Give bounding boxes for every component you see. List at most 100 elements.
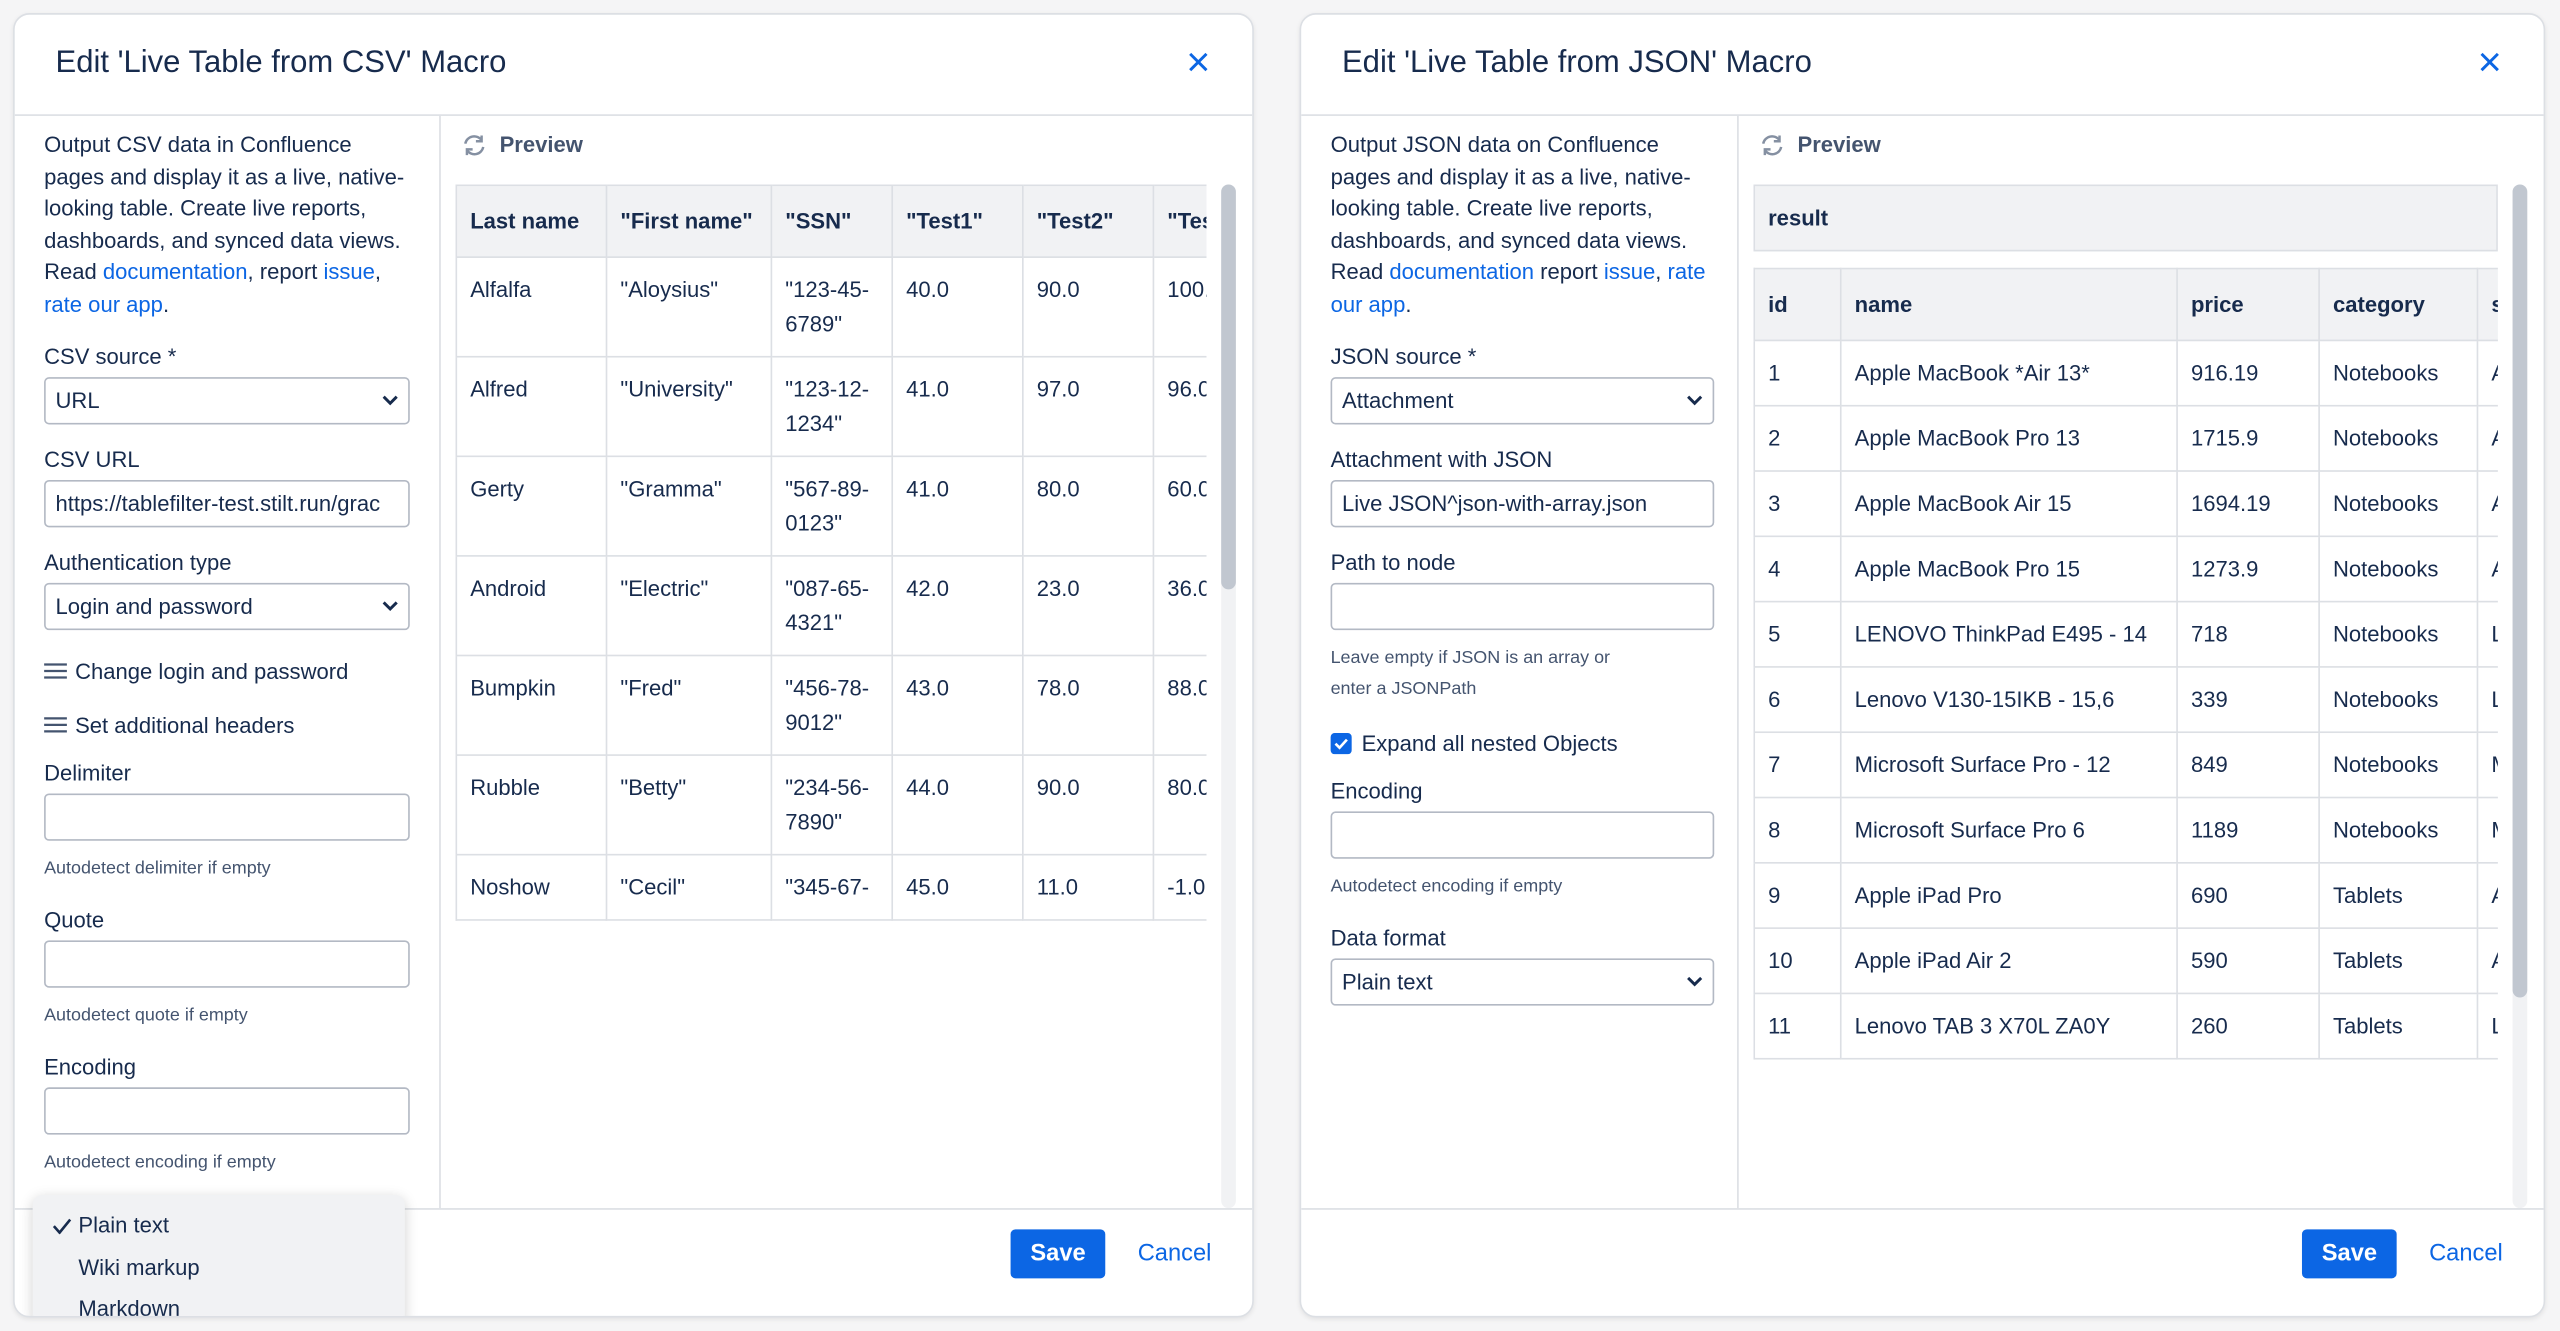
text-input[interactable]: [44, 1086, 410, 1134]
table-caption: result: [1753, 184, 2498, 252]
link[interactable]: rate our app: [44, 292, 163, 317]
select[interactable]: Plain text: [1330, 957, 1715, 1005]
hint: Autodetect encoding if empty: [44, 1151, 276, 1172]
text-input[interactable]: [44, 939, 410, 988]
cell: 690: [2176, 862, 2320, 929]
cell: Apple: [2476, 862, 2498, 929]
cell: 43.0: [891, 654, 1024, 756]
close-icon: [1189, 52, 1208, 72]
cell: 590: [2176, 927, 2320, 995]
select[interactable]: Attachment: [1330, 376, 1715, 424]
preview: Preview result idnamepricecategorysupplier…: [1740, 116, 2543, 1209]
text: .: [1405, 292, 1412, 317]
cell: Notebooks: [2318, 404, 2479, 472]
cell: 96.0: [1152, 355, 1207, 458]
cell: Notebooks: [2318, 339, 2479, 407]
action-label: Change login and password: [75, 658, 349, 684]
cell: Rubble: [455, 754, 608, 856]
intro-text: Output CSV data in Confluence pages and …: [44, 132, 405, 253]
link[interactable]: issue: [1603, 260, 1656, 285]
table-wrap: resultidnamepricecategorysupplier1Apple …: [1753, 184, 2498, 1208]
cell: 916.19: [2176, 339, 2320, 407]
text-input[interactable]: https://tablefilter-test.stilt.run/grac: [44, 479, 410, 527]
checkbox[interactable]: Expand all nested Objects: [1330, 731, 1708, 755]
cancel-button[interactable]: Cancel: [1137, 1240, 1212, 1267]
field-label: CSV URL: [44, 446, 140, 472]
action[interactable]: Change login and password: [44, 659, 410, 683]
cell: 8: [1753, 796, 1842, 864]
link[interactable]: documentation: [102, 260, 248, 285]
text-input[interactable]: [44, 792, 410, 841]
save-button[interactable]: Save: [1010, 1229, 1106, 1279]
cell: "Aloysius": [605, 256, 773, 358]
text-input[interactable]: [1330, 810, 1715, 859]
cell: 45.0: [891, 853, 1024, 921]
link[interactable]: issue: [323, 260, 375, 285]
scroll-thumb: [2512, 184, 2528, 998]
cell: Tablets: [2318, 992, 2479, 1060]
text: report: [1533, 260, 1604, 285]
cell: Lenovo: [2476, 666, 2498, 734]
menu-icon: [44, 717, 67, 733]
link[interactable]: documentation: [1389, 260, 1534, 285]
action[interactable]: Set additional headers: [44, 713, 410, 737]
refresh-icon: [464, 134, 485, 155]
cancel-button[interactable]: Cancel: [2429, 1240, 2503, 1267]
cell: 23.0: [1022, 555, 1155, 657]
settings-pane: Output JSON data on Confluence pages and…: [1301, 115, 1739, 1209]
menu-option[interactable]: Wiki markup: [33, 1246, 405, 1288]
cell: Lenovo TAB 3 X70L ZA0Y: [1839, 992, 2178, 1060]
cell: 11: [1753, 992, 1842, 1060]
column-header: name: [1839, 267, 2178, 342]
preview-header: Preview: [462, 132, 583, 157]
option-label: Markdown: [78, 1296, 181, 1318]
checkbox-box: [1330, 732, 1352, 754]
cell: "087-65-4321": [770, 555, 894, 657]
scrollbar: [1221, 184, 1236, 1209]
cell: 97.0: [1022, 355, 1155, 458]
header-row: idnamepricecategorysupplier: [1753, 267, 2498, 342]
cell: 78.0: [1022, 654, 1155, 756]
close-button[interactable]: [2478, 51, 2501, 82]
link[interactable]: rate our app: [1330, 260, 1706, 317]
cell: Notebooks: [2318, 470, 2479, 538]
column-header: category: [2318, 267, 2479, 342]
menu-option[interactable]: Plain text: [33, 1205, 405, 1247]
cell: Microsoft Surface Pro - 12: [1839, 731, 2178, 799]
text: , report: [247, 260, 324, 285]
field-value: Attachment: [1341, 387, 1454, 413]
footer: Save Cancel: [14, 1208, 1253, 1316]
column-header: "Test3": [1152, 184, 1207, 258]
option-label: Plain text: [78, 1213, 170, 1238]
save-button[interactable]: Save: [2302, 1229, 2397, 1279]
select[interactable]: Login and password: [44, 582, 410, 630]
menu-option[interactable]: Markdown: [33, 1288, 405, 1318]
dropdown-menu: Plain text Wiki markup Markdown: [32, 1195, 405, 1318]
cell: 88.0: [1152, 654, 1207, 756]
cell: 6: [1753, 666, 1842, 734]
cell: Bumpkin: [455, 654, 608, 756]
refresh-icon: [1762, 134, 1783, 155]
cell: Tablets: [2318, 862, 2479, 929]
intro: Output JSON data on Confluence pages and…: [1331, 129, 1708, 321]
text: ,: [1655, 260, 1668, 285]
cell: "123-12-1234": [770, 355, 894, 458]
scroll-thumb: [1221, 184, 1236, 590]
select[interactable]: URL: [44, 376, 410, 424]
action-label: Set additional headers: [75, 712, 295, 738]
field-label: Data format: [1330, 924, 1446, 950]
preview-label: Preview: [499, 132, 583, 157]
cell: 11.0: [1022, 853, 1155, 921]
close-button[interactable]: [1187, 51, 1210, 82]
row: Noshow"Cecil""345-67-45.011.0-1.04.0: [455, 853, 1207, 921]
text-input[interactable]: Live JSON^json-with-array.json: [1330, 479, 1715, 527]
cell: Apple: [2476, 404, 2498, 472]
field-value: URL: [55, 387, 100, 413]
text-input[interactable]: [1330, 582, 1715, 630]
row: Gerty"Gramma""567-89-0123"41.080.060.040…: [455, 455, 1207, 557]
cell: "567-89-0123": [770, 455, 894, 557]
